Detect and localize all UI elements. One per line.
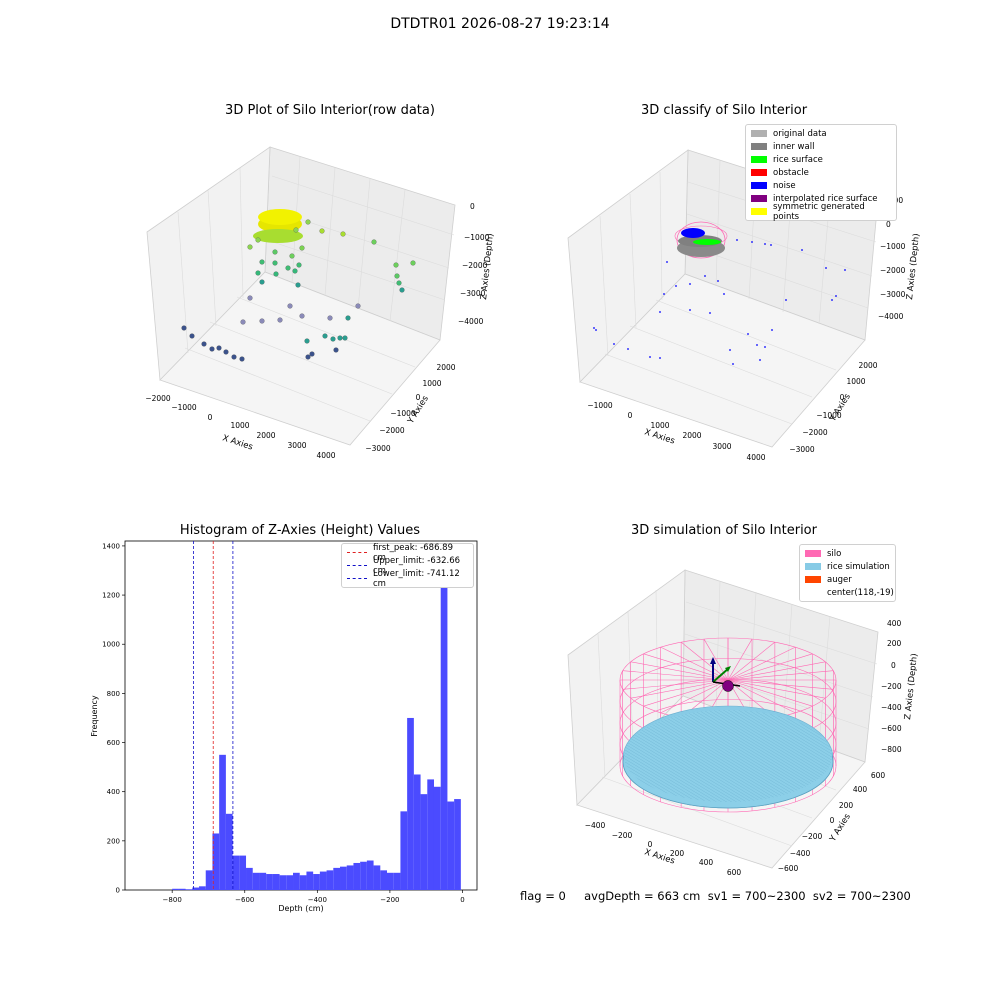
plot4-title: 3D simulation of Silo Interior (631, 523, 817, 538)
plot1-ytick-3: 0 (416, 393, 421, 402)
plot1-xtick-4: 2000 (256, 431, 275, 440)
swatch-auger (805, 576, 821, 583)
swatch-silo (805, 550, 821, 557)
plot1-ztick-1: −3000 (460, 289, 486, 298)
legend-item-interpolated: interpolated rice surface (751, 192, 891, 205)
plot1-xtick-2: 0 (208, 413, 213, 422)
plot1-xtick-5: 3000 (287, 441, 306, 450)
line-lower-limit (347, 578, 367, 579)
plot1-points (181, 209, 416, 362)
plot1-ztick-0: −4000 (458, 317, 484, 326)
legend-item-noise: noise (751, 179, 891, 192)
plot1-top-cluster-cap (258, 209, 302, 225)
plot1-xtick-1: −1000 (171, 403, 197, 412)
plot1-ytick-1: −2000 (379, 426, 405, 435)
legend-item-original-data: original data (751, 127, 891, 140)
plot1-xtick-0: −2000 (145, 394, 171, 403)
plot1-zlabel: Z Axies (Depth) (479, 233, 496, 300)
line-first-peak (347, 552, 367, 553)
plot1-xtick-6: 4000 (316, 451, 335, 460)
swatch-center (805, 589, 821, 596)
legend-item-rice-simulation: rice simulation (805, 560, 890, 573)
plot3-title: Histogram of Z-Axies (Height) Values (179, 523, 421, 538)
plot1-ytick-2: −1000 (390, 409, 416, 418)
swatch-interpolated (751, 195, 767, 202)
swatch-rice-surface (751, 156, 767, 163)
swatch-original-data (751, 130, 767, 137)
plot1-ztick-4: 0 (470, 202, 475, 211)
plot2-title: 3D classify of Silo Interior (640, 103, 808, 118)
line-upper-limit (347, 565, 367, 566)
legend-item-first-peak: first_peak: -686.89 cm (347, 543, 468, 563)
plot2-legend: original data inner wall rice surface ob… (745, 124, 897, 222)
plot1-axis-ticklabels: −2000 −1000 0 1000 2000 3000 4000 X Axie… (145, 202, 496, 460)
plot3-legend: first_peak: -686.89 cm Upper_limit: -632… (341, 543, 474, 589)
plot1-ztick-2: −2000 (462, 261, 488, 270)
plot1-ztick-3: −1000 (464, 233, 490, 242)
swatch-symmetric (751, 208, 767, 215)
plot1-gridlines (177, 156, 455, 422)
legend-item-upper-limit: Upper_limit: -632.66 cm (347, 556, 468, 576)
status-footer: flag = 0 avgDepth = 663 cm sv1 = 700~230… (520, 889, 911, 903)
swatch-inner-wall (751, 143, 767, 150)
legend-item-lower-limit: Lower_limit: -741.12 cm (347, 569, 468, 589)
plot1-ytick-4: 1000 (422, 379, 441, 388)
figure-title: DTDTR01 2026-08-27 19:23:14 (390, 16, 610, 32)
plot1-xtick-3: 1000 (230, 421, 249, 430)
legend-item-obstacle: obstacle (751, 166, 891, 179)
legend-item-silo: silo (805, 547, 890, 560)
plot4-legend: silo rice simulation auger center(118,-1… (799, 544, 896, 602)
legend-item-rice-surface: rice surface (751, 153, 891, 166)
swatch-obstacle (751, 169, 767, 176)
legend-item-symmetric: symmetric generated points (751, 202, 891, 222)
plot1-title: 3D Plot of Silo Interior(row data) (225, 103, 435, 118)
swatch-rice-simulation (805, 563, 821, 570)
legend-item-center: center(118,-19) (805, 586, 894, 599)
plot1-panes (146, 146, 456, 446)
legend-item-inner-wall: inner wall (751, 140, 891, 153)
plot1-ytick-0: −3000 (365, 444, 391, 453)
legend-item-auger: auger (805, 573, 890, 586)
plot1-mid-cluster (253, 229, 303, 243)
swatch-noise (751, 182, 767, 189)
plot1-ytick-5: 2000 (436, 363, 455, 372)
plot1-xlabel: X Axies (221, 433, 254, 452)
